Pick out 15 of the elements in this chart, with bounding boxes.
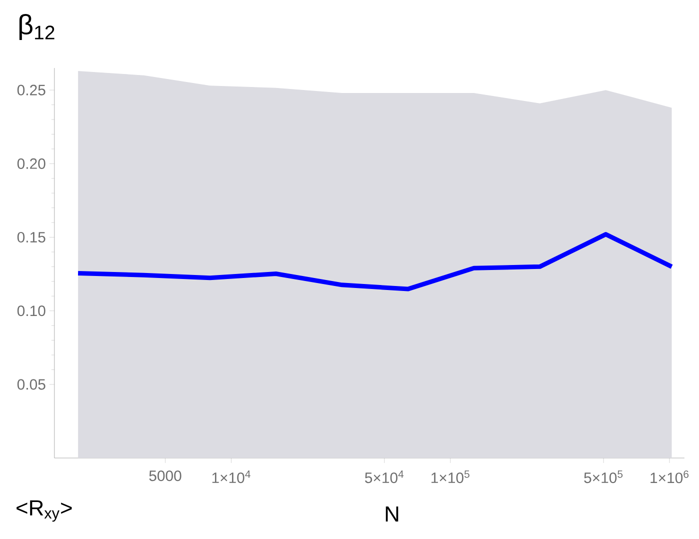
y-tick-label: 0.20 — [17, 158, 46, 169]
x-tick-label: 1×10$^{5}$ — [432, 470, 470, 484]
x-axis-title: N — [386, 506, 398, 522]
y-tick-label: 0.05 — [17, 379, 46, 390]
y-axis-title: β$_{12}$ — [19, 14, 54, 40]
x-tick-label: 1×10$^{4}$ — [212, 470, 250, 484]
line-series — [76, 232, 674, 292]
x-tick-label: 1×10$^{6}$ — [650, 470, 689, 484]
x-tick-label: 5×10$^{5}$ — [584, 470, 623, 484]
y-tick-label: 0.10 — [17, 306, 46, 316]
y-tick-label: 0.15 — [17, 232, 46, 243]
x-tick-label: 5×10$^{4}$ — [364, 470, 404, 484]
y-tick-label: 0.25 — [17, 84, 46, 96]
x-tick-label: 5000 — [149, 470, 182, 482]
text: <R$_{xy}$> — [16, 500, 72, 522]
